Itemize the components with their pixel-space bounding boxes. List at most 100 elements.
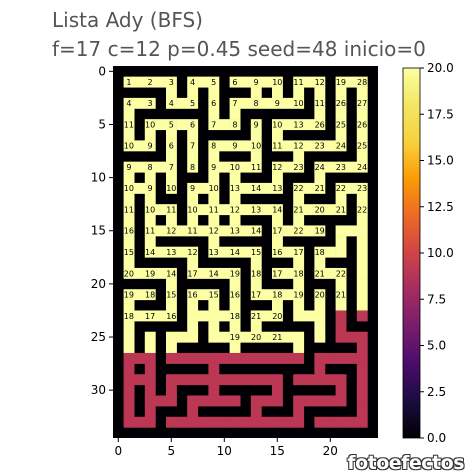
heatmap-cell: [208, 416, 220, 428]
cell-value-label: 18: [315, 248, 325, 257]
heatmap-cell: [123, 352, 135, 364]
heatmap-cell: [229, 331, 241, 343]
heatmap-cell: [314, 352, 326, 364]
heatmap-cell: [134, 310, 146, 322]
cell-value-label: 8: [148, 163, 153, 172]
heatmap-cell: [229, 204, 241, 216]
heatmap-cell: [144, 406, 156, 418]
cell-value-label: 17: [293, 248, 303, 257]
heatmap-cell: [197, 374, 209, 386]
heatmap-cell: [208, 299, 220, 311]
heatmap-cell: [208, 321, 220, 333]
heatmap-cell: [282, 416, 294, 428]
heatmap-cell: [314, 161, 326, 173]
heatmap-cell: [250, 76, 262, 88]
heatmap-cell: [123, 204, 135, 216]
heatmap-cell: [144, 374, 156, 386]
heatmap-cell: [123, 406, 135, 418]
cell-value-label: 6: [211, 99, 216, 108]
heatmap-cell: [250, 267, 262, 279]
cell-value-label: 16: [272, 248, 282, 257]
heatmap-cell: [166, 97, 177, 109]
heatmap-cell: [187, 161, 199, 173]
heatmap-cell: [240, 225, 252, 237]
cell-value-label: 10: [272, 78, 282, 87]
heatmap-cell: [134, 140, 146, 152]
cell-value-label: 11: [315, 99, 325, 108]
heatmap-cell: [303, 225, 315, 237]
heatmap-cell: [144, 352, 156, 364]
heatmap-cell: [356, 257, 368, 269]
cell-value-label: 8: [232, 120, 237, 129]
heatmap-cell: [197, 395, 209, 407]
cell-value-label: 9: [148, 142, 153, 151]
heatmap-cell: [261, 352, 273, 364]
heatmap-cell: [134, 374, 146, 386]
heatmap-cell: [272, 172, 283, 184]
heatmap-cell: [314, 267, 326, 279]
heatmap-cell: [250, 352, 262, 364]
heatmap-cell: [166, 119, 177, 131]
heatmap-cell: [187, 416, 199, 428]
heatmap-cell: [187, 151, 199, 162]
heatmap-cell: [155, 225, 167, 237]
heatmap-cell: [346, 161, 358, 173]
cell-value-label: 24: [315, 163, 325, 172]
heatmap-cell: [208, 363, 220, 375]
cell-value-label: 10: [124, 184, 134, 193]
cell-value-label: 11: [124, 120, 134, 129]
heatmap-cell: [229, 321, 241, 333]
heatmap-cell: [197, 352, 209, 364]
heatmap-cell: [208, 193, 220, 205]
heatmap-cell: [166, 416, 177, 428]
heatmap-cell: [134, 161, 146, 173]
heatmap-cell: [356, 384, 368, 396]
heatmap-cell: [250, 87, 262, 99]
cell-value-label: 22: [293, 184, 303, 193]
colorbar-tick-label: 17.5: [427, 107, 454, 121]
heatmap-cell: [229, 161, 241, 173]
heatmap-cell: [219, 204, 230, 216]
heatmap-cell: [144, 214, 156, 226]
heatmap-cell: [250, 161, 262, 173]
colorbar-tick-label: 7.5: [427, 292, 446, 306]
heatmap-cell: [123, 374, 135, 386]
heatmap-cell: [261, 204, 273, 216]
cell-value-label: 10: [209, 184, 219, 193]
heatmap-cell: [325, 352, 336, 364]
heatmap-cell: [272, 225, 283, 237]
cell-value-label: 13: [272, 184, 282, 193]
heatmap-cell: [229, 97, 241, 109]
heatmap-cell: [335, 182, 347, 194]
heatmap-cell: [250, 151, 262, 162]
heatmap-cell: [187, 129, 199, 141]
cell-value-label: 10: [145, 205, 155, 214]
heatmap-cell: [219, 374, 230, 386]
heatmap-cell: [187, 225, 199, 237]
heatmap-cell: [303, 119, 315, 131]
heatmap-cell: [314, 204, 326, 216]
cell-value-label: 14: [251, 227, 261, 236]
cell-value-label: 23: [336, 163, 346, 172]
heatmap-cell: [272, 140, 283, 152]
heatmap-cell: [314, 321, 326, 333]
heatmap-cell: [144, 161, 156, 173]
heatmap-cell: [219, 140, 230, 152]
cell-value-label: 13: [166, 248, 176, 257]
cell-value-label: 26: [336, 99, 346, 108]
heatmap-cell: [303, 374, 315, 386]
heatmap-cell: [356, 246, 368, 258]
heatmap-cell: [208, 236, 220, 247]
heatmap-cell: [166, 384, 177, 396]
heatmap-cell: [282, 246, 294, 258]
heatmap-cell: [219, 352, 230, 364]
heatmap-cell: [123, 267, 135, 279]
heatmap-cell: [144, 342, 156, 354]
cell-value-label: 7: [211, 120, 216, 129]
heatmap-cell: [229, 352, 241, 364]
heatmap-cell: [335, 236, 347, 247]
heatmap-cell: [123, 299, 135, 311]
cell-value-label: 18: [230, 312, 240, 321]
heatmap-cell: [176, 119, 188, 131]
heatmap-cell: [250, 289, 262, 301]
